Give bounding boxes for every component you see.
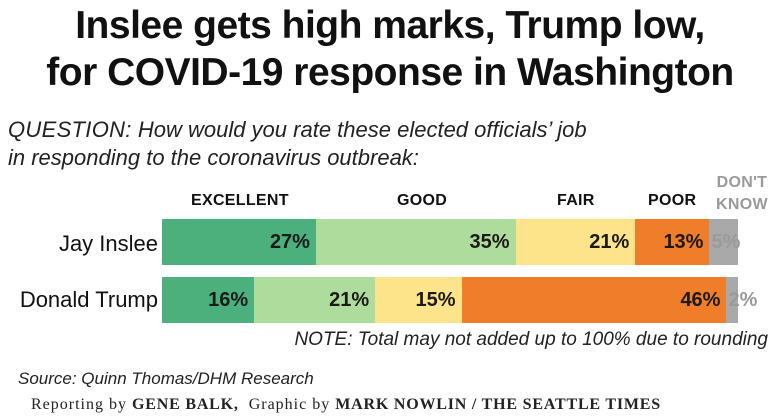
rounding-note: NOTE: Total may not added up to 100% due…: [294, 329, 768, 350]
data-label-trump-dont-know: 2%: [728, 289, 758, 311]
legend-fair: FAIR: [557, 192, 595, 209]
bar-segment-trump-dont-know: 2%: [726, 277, 757, 323]
bar-row-inslee: 27% 35% 21% 13% 5%: [162, 219, 741, 265]
bar-segment-trump-excellent: 16%: [162, 277, 255, 323]
credit-graphic-prefix: Graphic by: [248, 396, 331, 413]
question-label: QUESTION:: [8, 117, 132, 142]
bar-row-trump: 16% 21% 15% 46% 2%: [162, 277, 757, 323]
question-line-1: QUESTION: How would you rate these elect…: [8, 116, 778, 144]
bar-segment-trump-good: 21%: [254, 277, 376, 323]
bar-segment-inslee-good: 35%: [315, 219, 516, 265]
credit-reporter: GENE BALK,: [132, 396, 239, 413]
bar-segment-inslee-dont-know: 5%: [709, 219, 741, 265]
data-label-inslee-excellent: 27%: [269, 231, 310, 253]
row-label-inslee: Jay Inslee: [58, 231, 158, 256]
question-line-1-text: How would you rate these elected officia…: [137, 117, 587, 142]
credit-line: Reporting by GENE BALK, Graphic by MARK …: [31, 396, 661, 414]
legend-dont-know-line-1: DON'T: [716, 174, 768, 191]
legend-poor: POOR: [648, 192, 697, 209]
data-label-inslee-poor: 13%: [663, 231, 704, 253]
data-label-inslee-dont-know: 5%: [711, 231, 741, 253]
bar-segment-inslee-poor: 13%: [635, 219, 710, 265]
question-text: QUESTION: How would you rate these elect…: [8, 116, 778, 172]
chart-title-line-1: Inslee gets high marks, Trump low,: [75, 4, 705, 47]
chart-title: Inslee gets high marks, Trump low, for C…: [0, 2, 780, 96]
bar-segment-trump-fair: 15%: [375, 277, 462, 323]
bar-segment-trump-poor: 46%: [461, 277, 727, 323]
data-label-trump-poor: 46%: [680, 289, 721, 311]
bar-segment-inslee-fair: 21%: [515, 219, 636, 265]
credit-artist: MARK NOWLIN / THE SEATTLE TIMES: [335, 396, 661, 413]
data-label-trump-fair: 15%: [415, 289, 456, 311]
legend-good: GOOD: [397, 192, 448, 209]
source-line: Source: Quinn Thomas/DHM Research: [18, 369, 314, 388]
data-label-inslee-fair: 21%: [589, 231, 630, 253]
legend-excellent: EXCELLENT: [191, 192, 289, 209]
question-line-2: in responding to the coronavirus outbrea…: [8, 145, 419, 170]
legend-dont-know: DON'T KNOW: [716, 172, 768, 216]
legend-dont-know-line-2: KNOW: [716, 196, 768, 213]
data-label-inslee-good: 35%: [469, 231, 510, 253]
row-label-trump: Donald Trump: [19, 287, 158, 312]
data-label-trump-good: 21%: [329, 289, 370, 311]
credit-reporting-prefix: Reporting by: [31, 396, 127, 413]
chart-title-line-2: for COVID-19 response in Washington: [46, 51, 734, 94]
data-label-trump-excellent: 16%: [208, 289, 249, 311]
bar-segment-inslee-excellent: 27%: [162, 219, 316, 265]
